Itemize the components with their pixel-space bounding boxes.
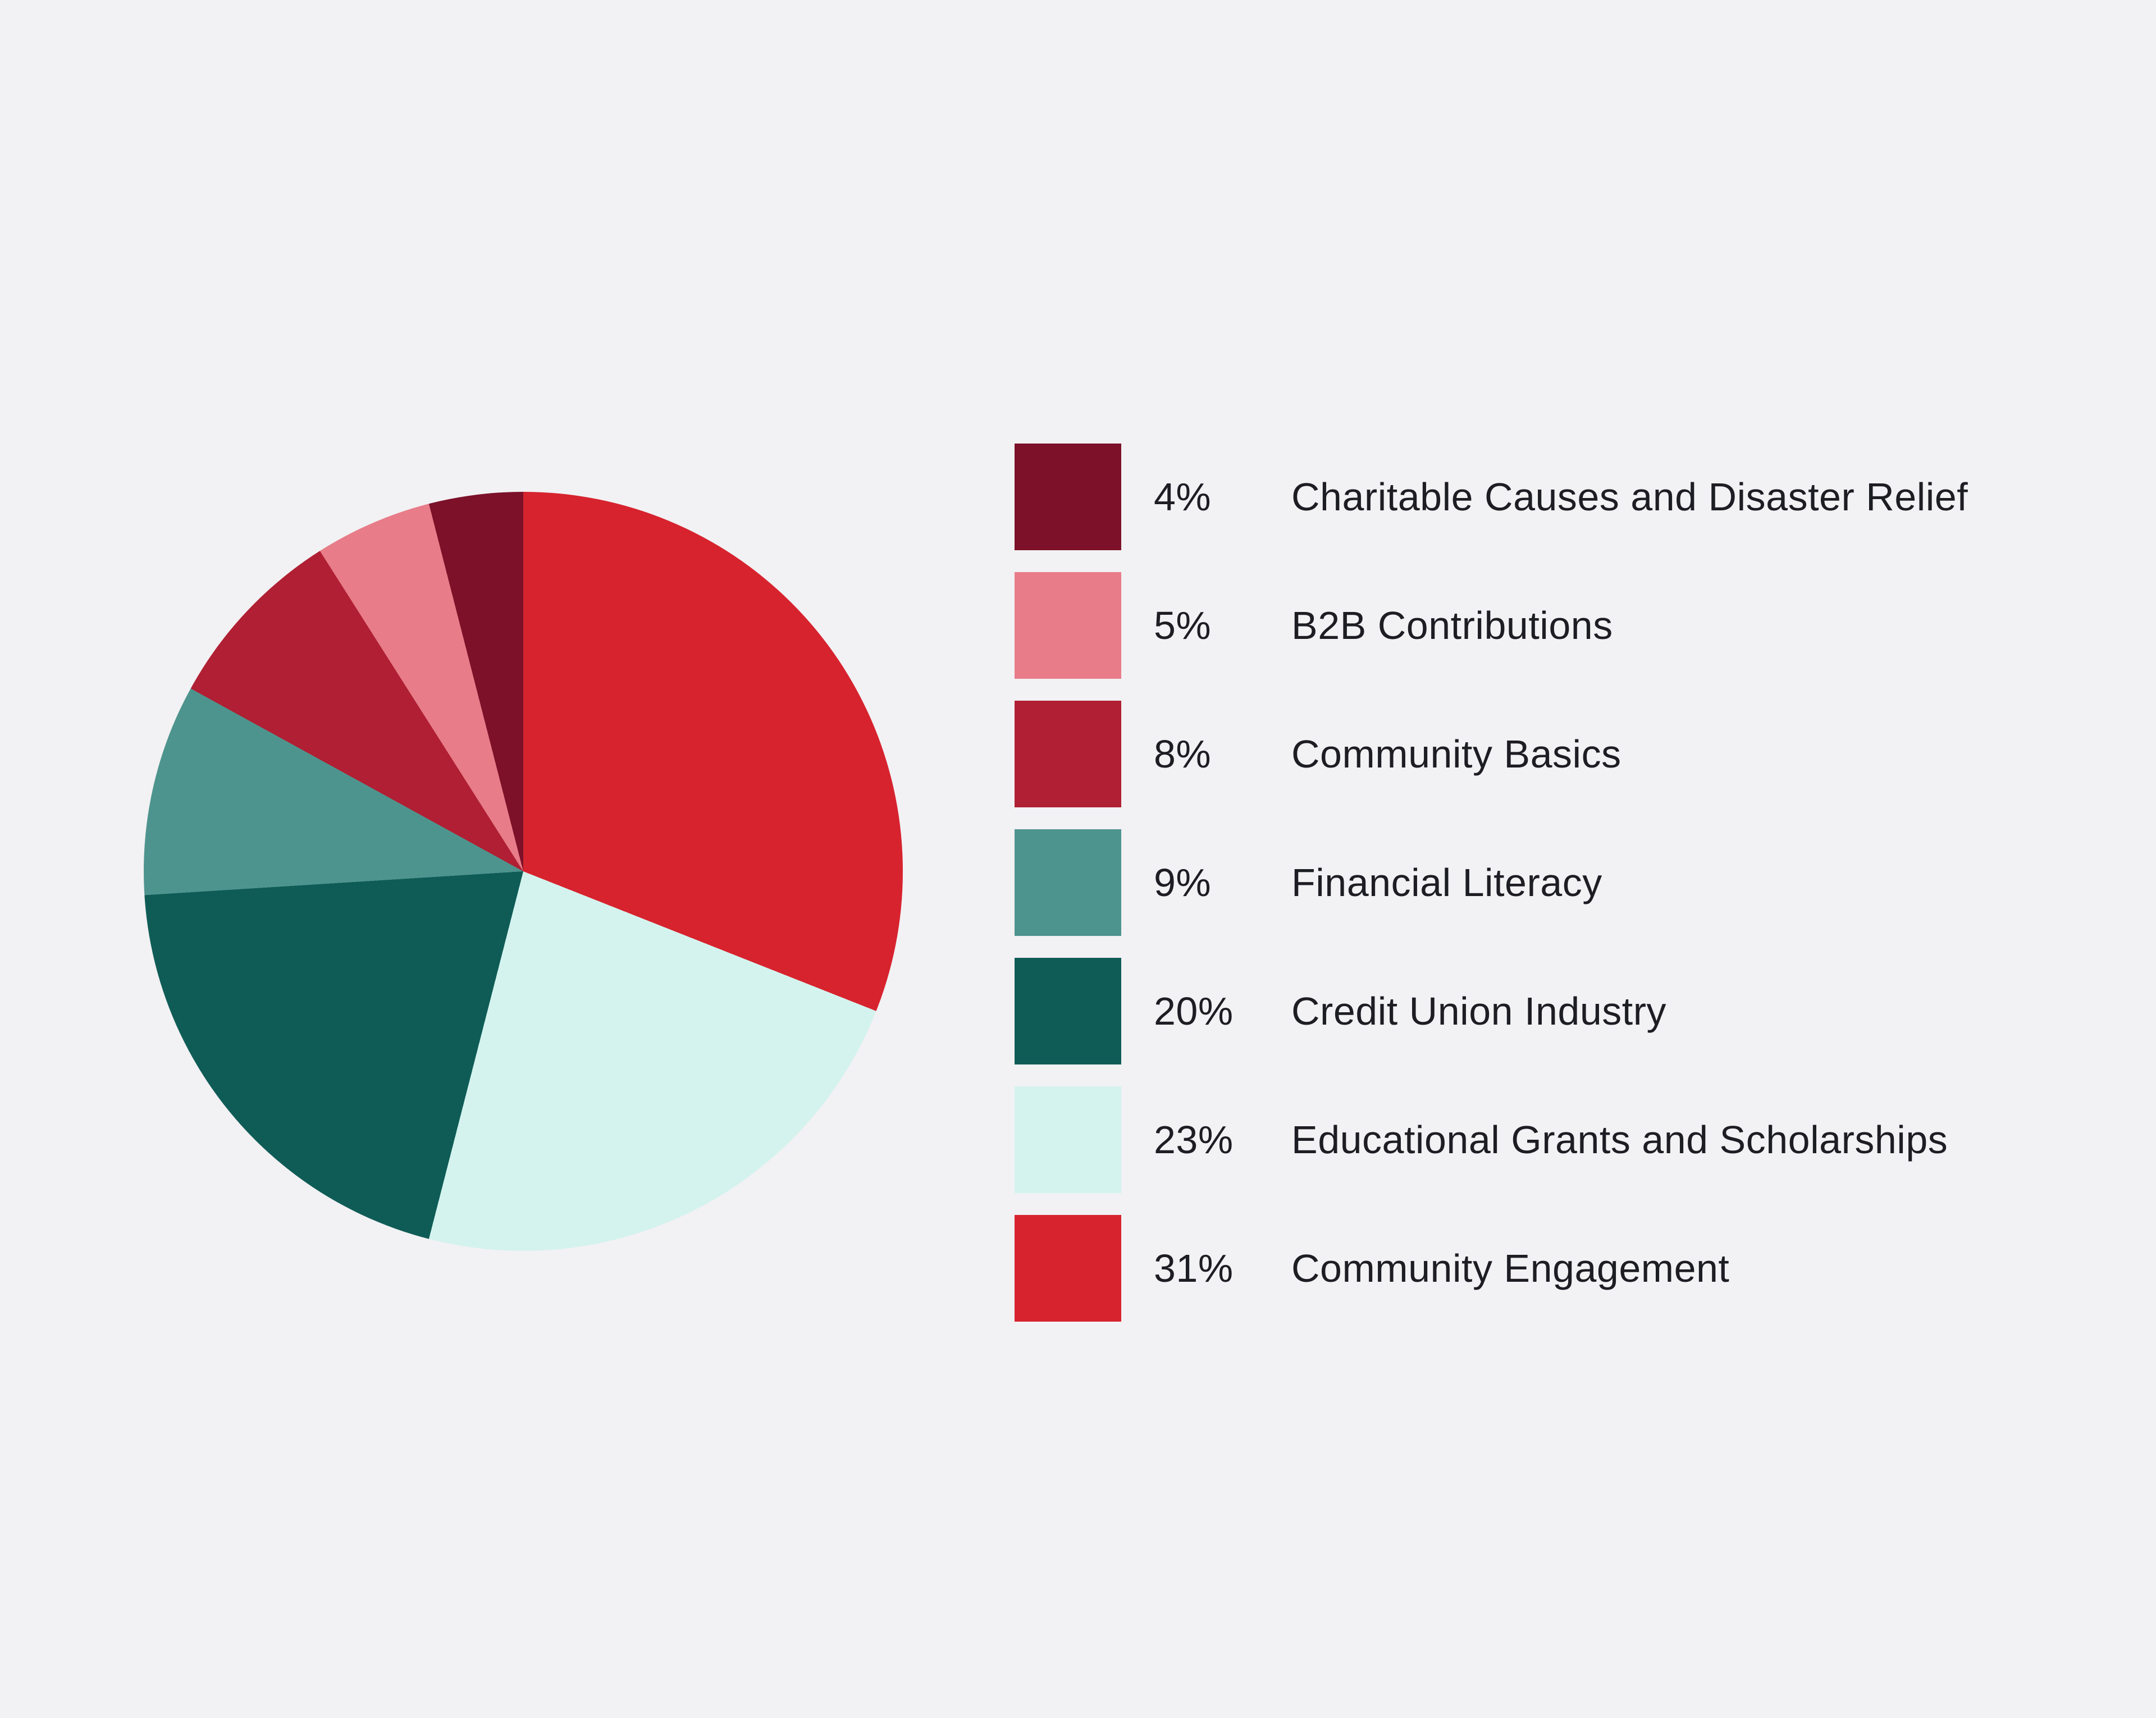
legend-swatch bbox=[1015, 572, 1121, 679]
legend-label: Charitable Causes and Disaster Relief bbox=[1291, 475, 1968, 519]
legend-swatch bbox=[1015, 1215, 1121, 1322]
legend-swatch bbox=[1015, 1086, 1121, 1193]
legend-row: 8% Community Basics bbox=[1015, 701, 1968, 807]
legend-label: Credit Union Industry bbox=[1291, 989, 1667, 1033]
legend-label: B2B Contributions bbox=[1291, 604, 1613, 647]
legend-percent: 8% bbox=[1154, 732, 1212, 776]
legend-row: 23% Educational Grants and Scholarships bbox=[1015, 1086, 1968, 1193]
legend-label: Financial Literacy bbox=[1291, 861, 1602, 904]
legend-percent: 4% bbox=[1154, 475, 1212, 519]
legend: 4% Charitable Causes and Disaster Relief… bbox=[1015, 444, 1968, 1344]
legend-row: 20% Credit Union Industry bbox=[1015, 958, 1968, 1064]
legend-label: Community Basics bbox=[1291, 732, 1621, 776]
legend-swatch bbox=[1015, 444, 1121, 550]
legend-row: 9% Financial Literacy bbox=[1015, 829, 1968, 936]
legend-swatch bbox=[1015, 829, 1121, 936]
legend-label: Educational Grants and Scholarships bbox=[1291, 1118, 1948, 1162]
legend-row: 31% Community Engagement bbox=[1015, 1215, 1968, 1322]
legend-percent: 31% bbox=[1154, 1246, 1234, 1290]
pie-chart bbox=[144, 492, 903, 1251]
legend-percent: 9% bbox=[1154, 861, 1212, 904]
legend-row: 5% B2B Contributions bbox=[1015, 572, 1968, 679]
legend-swatch bbox=[1015, 701, 1121, 807]
legend-percent: 23% bbox=[1154, 1118, 1234, 1162]
legend-row: 4% Charitable Causes and Disaster Relief bbox=[1015, 444, 1968, 550]
legend-percent: 20% bbox=[1154, 989, 1234, 1033]
legend-percent: 5% bbox=[1154, 604, 1212, 647]
legend-label: Community Engagement bbox=[1291, 1246, 1730, 1290]
legend-swatch bbox=[1015, 958, 1121, 1064]
